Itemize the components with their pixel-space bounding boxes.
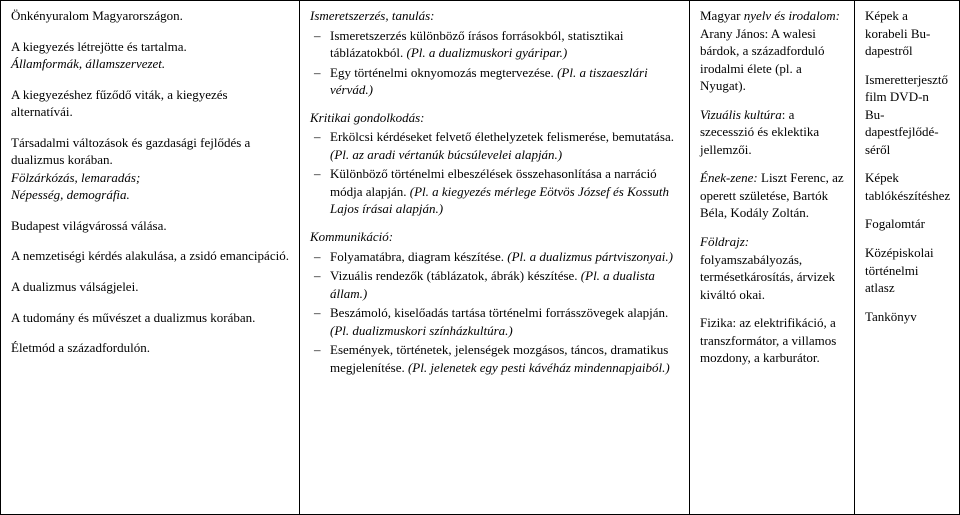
text: Arany János: A walesi bárdok, a századfo… [700,26,825,94]
curriculum-table: Önkényuralom Magyarországon. A kiegyezés… [0,0,960,515]
activity-list: Erkölcsi kérdéseket felvető élethelyzete… [310,128,679,218]
text: Egy történelmi oknyomozás megtervezése. [330,65,557,80]
activity-list: Ismeretszerzés különböző írásos források… [310,27,679,99]
topic: Társadalmi változások és gazdasági fejlő… [11,134,289,204]
topic: Budapest világvárossá válása. [11,217,289,235]
list-item: Események, történetek, jelenségek mozgás… [310,341,679,376]
list-item: Különböző történelmi elbeszélések összeh… [310,165,679,218]
resource: Fogalomtár [865,215,949,233]
list-item: Egy történelmi oknyomozás megtervezése. … [310,64,679,99]
text-italic: Fölzárkózás, lemaradás; [11,170,140,185]
list-item: Ismeretszerzés különböző írásos források… [310,27,679,62]
text-italic: nyelv és irodalom: [744,8,840,23]
topic: A kiegyezéshez fűződő viták, a kiegyezés… [11,86,289,121]
col-topics: Önkényuralom Magyarországon. A kiegyezés… [0,0,300,515]
connection: Vizuális kultúra: a szecesszió és eklekt… [700,106,844,159]
list-item: Erkölcsi kérdéseket felvető élethelyzete… [310,128,679,163]
text-italic: Vizuális kultúra [700,107,782,122]
text-italic: Államformák, államszervezet. [11,56,165,71]
section-heading: Kommunikáció: [310,228,679,246]
topic: Életmód a századfordulón. [11,339,289,357]
text: A kiegyezés létrejötte és tartalma. [11,39,187,54]
resource: Tankönyv [865,308,949,326]
activity-list: Folyamatábra, diagram készítése. (Pl. a … [310,248,679,377]
connection: Földrajz: folyamszabályozás, termésetkár… [700,233,844,303]
text: Fizika: [700,315,739,330]
list-item: Beszámoló, kiselőadás tartása történelmi… [310,304,679,339]
text-italic: Népesség, demográfia. [11,187,130,202]
list-item: Folyamatábra, diagram készítése. (Pl. a … [310,248,679,266]
resource: Középiskolai történelmi atlasz [865,244,949,297]
text: Beszámoló, kiselőadás tartása történelmi… [330,305,668,320]
resource: Képek a korabeli Bu-dapestről [865,7,949,60]
text: Vizuális rendezők (táblázatok, ábrák) ké… [330,268,581,283]
text-italic: Földrajz: [700,234,749,249]
topic: A tudomány és művészet a dualizmus koráb… [11,309,289,327]
connection: Fizika: az elektrifikáció, a transzformá… [700,314,844,367]
text-italic: (Pl. a dualizmus pártviszonyai.) [507,249,673,264]
section-heading: Kritikai gondolkodás: [310,109,679,127]
text: folyamszabályozás, termésetkárosítás, ár… [700,252,835,302]
resource: Képek tablókészítéshez [865,169,949,204]
col-connections: Magyar nyelv és irodalom: Arany János: A… [690,0,855,515]
topic: A kiegyezés létrejötte és tartalma. Álla… [11,38,289,73]
topic: Önkényuralom Magyarországon. [11,7,289,25]
text-italic: (Pl. az aradi vértanúk búcsúlevelei alap… [330,147,562,162]
text-italic: (Pl. dualizmuskori színházkultúra.) [330,323,513,338]
text: Erkölcsi kérdéseket felvető élethelyzete… [330,129,674,144]
topic: A nemzetiségi kérdés alakulása, a zsidó … [11,247,289,265]
text: Folyamatábra, diagram készítése. [330,249,507,264]
section-heading: Ismeretszerzés, tanulás: [310,7,679,25]
text: Magyar [700,8,744,23]
list-item: Vizuális rendezők (táblázatok, ábrák) ké… [310,267,679,302]
topic: A dualizmus válságjelei. [11,278,289,296]
text-italic: Ének-zene: [700,170,761,185]
col-activities: Ismeretszerzés, tanulás: Ismeretszerzés … [300,0,690,515]
text: Társadalmi változások és gazdasági fejlő… [11,135,250,168]
connection: Magyar nyelv és irodalom: Arany János: A… [700,7,844,95]
col-resources: Képek a korabeli Bu-dapestről Ismeretter… [855,0,960,515]
resource: Ismeretterjesztő film DVD-n Bu-dapestfej… [865,71,949,159]
text-italic: (Pl. jelenetek egy pesti kávéház mindenn… [408,360,670,375]
text-italic: (Pl. a dualizmuskori gyáripar.) [407,45,568,60]
connection: Ének-zene: Liszt Ferenc, az operett szül… [700,169,844,222]
